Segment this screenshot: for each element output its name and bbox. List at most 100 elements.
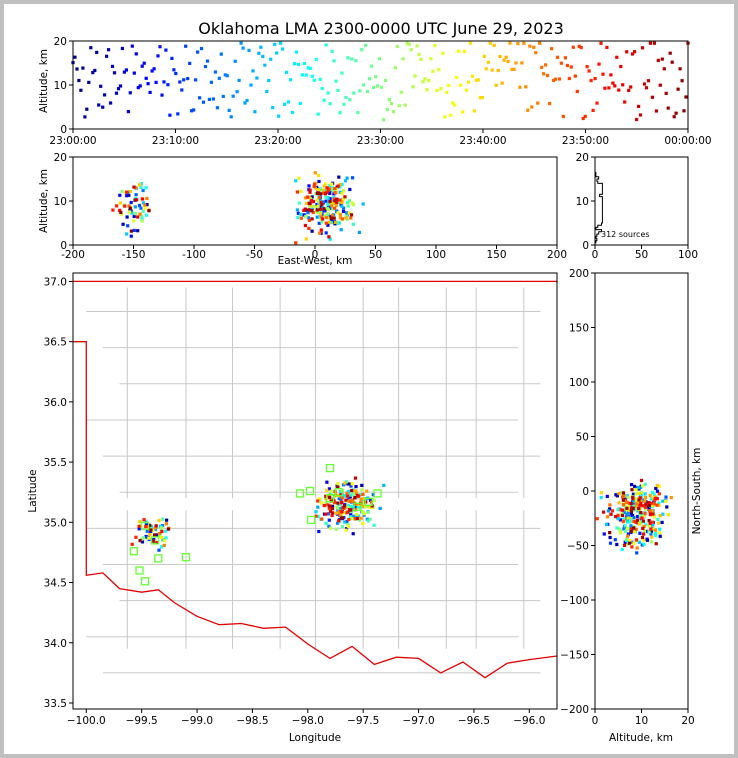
- map-source-point: [326, 503, 330, 507]
- time-source-point: [263, 63, 267, 67]
- time-source-point: [107, 48, 111, 52]
- map-source-point: [382, 483, 386, 487]
- ns-source-point: [649, 527, 653, 531]
- time-source-point: [682, 109, 686, 113]
- map-source-point: [351, 498, 355, 502]
- ew-source-point: [143, 203, 147, 207]
- map-source-point: [137, 527, 141, 531]
- time-source-point: [170, 56, 174, 60]
- time-source-point: [498, 54, 502, 59]
- ns-source-point: [622, 527, 626, 531]
- time-source-point: [599, 41, 603, 45]
- map-source-point: [347, 506, 351, 510]
- time-source-point: [637, 104, 641, 108]
- ew-source-point: [315, 210, 319, 214]
- map-source-point: [336, 506, 340, 510]
- ns-ytick-label: −150: [560, 650, 589, 662]
- ns-source-point: [643, 496, 648, 500]
- ew-source-point: [310, 209, 314, 213]
- time-source-point: [635, 117, 639, 122]
- time-source-point: [118, 84, 123, 88]
- time-source-point: [154, 80, 158, 84]
- map-source-point: [339, 493, 343, 497]
- map-source-point: [139, 524, 143, 528]
- ns-source-point: [637, 491, 641, 495]
- time-source-point: [672, 115, 676, 119]
- ew-source-point: [347, 199, 351, 203]
- time-source-point: [132, 71, 136, 75]
- time-source-point: [375, 84, 380, 88]
- time-source-point: [243, 101, 247, 105]
- time-source-point: [172, 68, 176, 72]
- ew-xtick-label: 100: [426, 249, 446, 261]
- ns-source-point: [630, 545, 634, 549]
- map-source-point: [153, 526, 157, 530]
- time-source-point: [397, 104, 401, 108]
- ew-source-point: [133, 198, 137, 202]
- time-source-point: [150, 69, 154, 73]
- map-source-point: [153, 533, 157, 537]
- time-source-point: [140, 64, 144, 68]
- ew-source-point: [333, 186, 337, 191]
- time-source-point: [453, 103, 457, 107]
- time-source-point: [253, 110, 257, 114]
- time-source-point: [267, 78, 271, 83]
- hist-ytick-label: 20: [576, 152, 589, 164]
- ns-source-point: [639, 485, 643, 489]
- time-source-point: [201, 100, 206, 104]
- ew-source-point: [128, 208, 132, 212]
- time-source-point: [451, 101, 455, 105]
- ew-source-point: [128, 189, 132, 193]
- time-source-point: [330, 49, 334, 54]
- time-source-point: [290, 110, 295, 115]
- map-source-point: [336, 482, 340, 486]
- time-source-point: [589, 79, 593, 83]
- ns-source-point: [640, 516, 644, 520]
- ew-source-point: [318, 216, 322, 220]
- time-source-point: [344, 95, 348, 99]
- time-source-point: [680, 79, 684, 83]
- time-source-point: [660, 57, 664, 61]
- ns-source-point: [638, 514, 642, 518]
- map-source-point: [322, 503, 326, 508]
- time-source-point: [678, 67, 682, 71]
- ew-source-point: [310, 195, 314, 199]
- map-source-point: [360, 504, 365, 508]
- ns-source-point: [665, 505, 669, 509]
- ew-source-point: [329, 206, 333, 211]
- ns-source-point: [660, 520, 664, 524]
- ew-source-point: [332, 201, 336, 205]
- time-source-point: [528, 44, 532, 48]
- map-source-point: [325, 480, 329, 484]
- time-source-point: [579, 46, 583, 50]
- ns-source-point: [631, 514, 635, 518]
- ew-source-point: [328, 191, 332, 195]
- ns-source-point: [632, 502, 636, 506]
- map-xtick-label: −99.5: [126, 715, 158, 727]
- map-source-point: [354, 489, 358, 493]
- time-source-point: [314, 57, 318, 62]
- ew-source-point: [304, 215, 308, 219]
- time-source-point: [401, 57, 405, 61]
- ew-source-point: [129, 229, 133, 233]
- ew-source-point: [326, 223, 330, 227]
- ns-source-point: [608, 531, 612, 535]
- ns-source-point: [647, 524, 651, 528]
- time-source-point: [281, 47, 285, 51]
- ns-source-point: [654, 486, 658, 491]
- ns-source-point: [629, 502, 633, 506]
- time-source-point: [470, 74, 475, 78]
- ns-source-point: [635, 505, 639, 509]
- time-source-point: [249, 83, 253, 87]
- time-xtick-label: 23:10:00: [152, 135, 199, 147]
- time-source-point: [526, 108, 530, 112]
- ew-source-point: [317, 231, 322, 235]
- ns-xtick-label: 10: [635, 715, 648, 727]
- ns-source-point: [642, 538, 646, 542]
- time-height-panel: 23:00:00 23:10:00 23:20:00 23:30:00 23:40:00…: [49, 36, 711, 147]
- time-source-point: [178, 80, 182, 84]
- ns-source-point: [617, 501, 621, 505]
- ns-source-point: [651, 496, 655, 500]
- ew-source-point: [310, 229, 314, 233]
- time-source-point: [419, 57, 423, 61]
